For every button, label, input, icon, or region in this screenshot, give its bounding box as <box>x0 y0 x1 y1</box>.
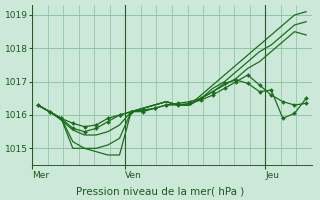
Text: Pression niveau de la mer( hPa ): Pression niveau de la mer( hPa ) <box>76 186 244 196</box>
